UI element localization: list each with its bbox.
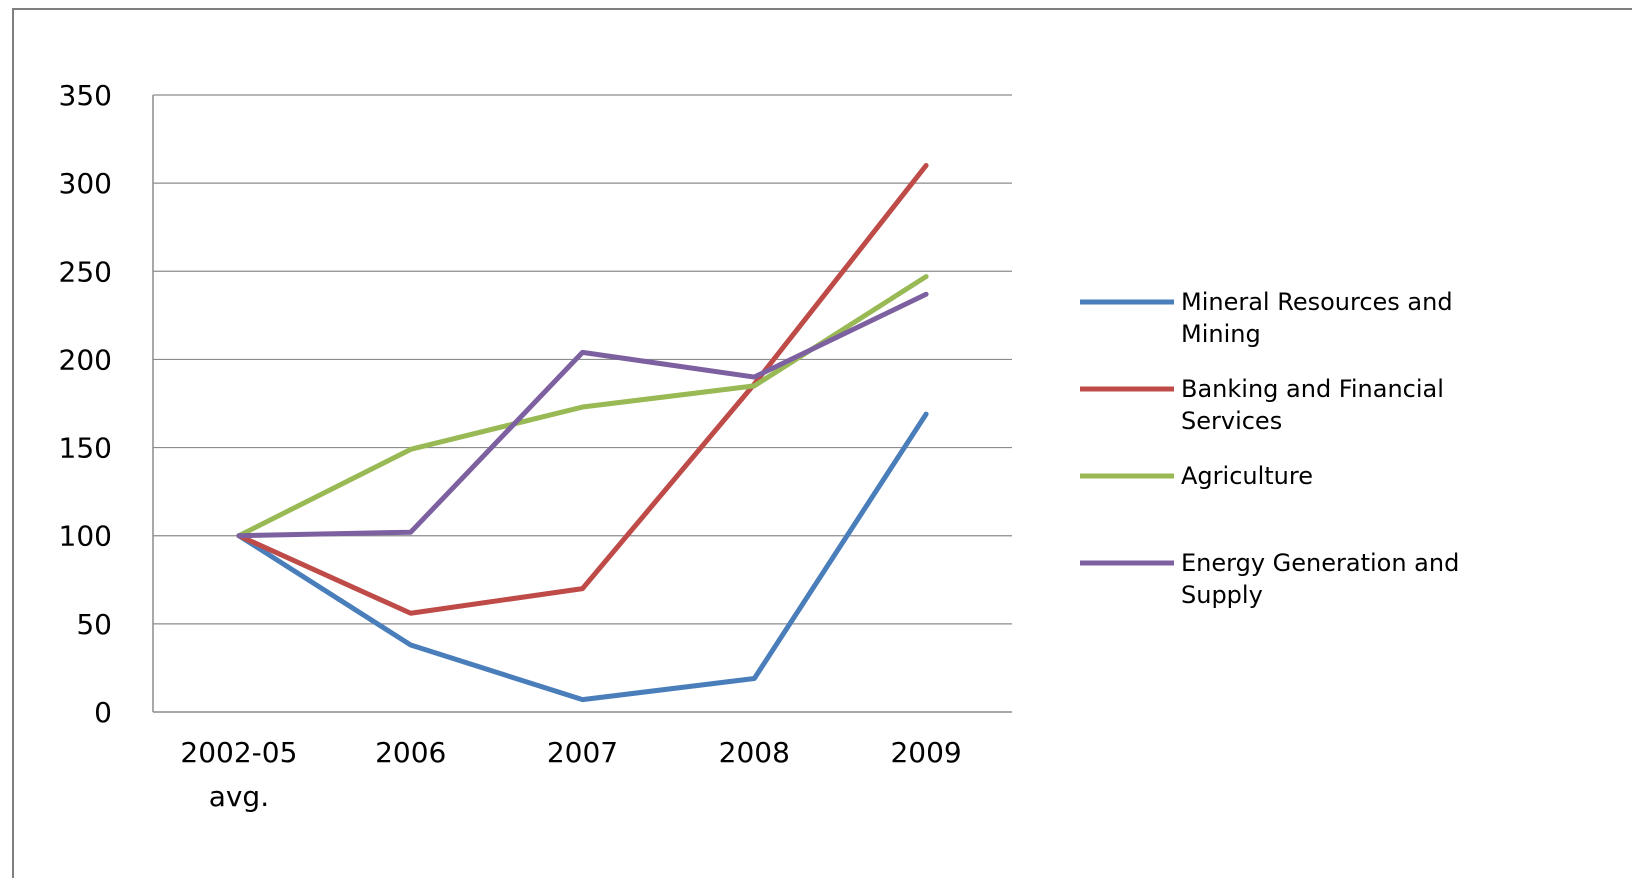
y-tick-label: 300 <box>59 167 112 200</box>
legend-label: Agriculture <box>1181 462 1313 490</box>
legend-label: Mineral Resources and Mining <box>1181 288 1453 348</box>
data-point <box>924 163 929 168</box>
data-point <box>408 447 413 452</box>
chart-frame <box>12 8 1632 878</box>
legend-label: Banking and Financial Services <box>1181 375 1444 435</box>
legend-label: Energy Generation and Supply <box>1181 549 1459 609</box>
data-point <box>408 611 413 616</box>
data-point <box>580 586 585 591</box>
series-line-0 <box>236 411 929 703</box>
y-tick-label: 100 <box>59 520 112 553</box>
data-point <box>752 676 757 681</box>
x-tick-label: 2002-05 avg. <box>180 736 297 813</box>
y-tick-label: 200 <box>59 343 112 376</box>
axes <box>152 95 1012 713</box>
y-axis-ticks: 0 50 100 150 200 250 300 350 <box>59 79 112 729</box>
data-point <box>236 533 241 538</box>
x-tick-label: 2009 <box>890 736 961 769</box>
y-tick-label: 350 <box>59 79 112 112</box>
data-point <box>924 292 929 297</box>
series-line-1 <box>236 163 929 616</box>
x-tick-label: 2006 <box>375 736 446 769</box>
data-point <box>408 643 413 648</box>
series-lines <box>236 163 929 703</box>
x-tick-label: 2008 <box>719 736 790 769</box>
legend-item: Agriculture <box>1080 462 1313 490</box>
legend-item: Energy Generation and Supply <box>1080 549 1459 609</box>
data-point <box>580 350 585 355</box>
data-point <box>580 697 585 702</box>
y-tick-label: 50 <box>76 608 112 641</box>
y-tick-label: 0 <box>94 696 112 729</box>
y-tick-label: 250 <box>59 255 112 288</box>
data-point <box>752 383 757 388</box>
data-point <box>752 375 757 380</box>
data-point <box>924 412 929 417</box>
data-point <box>924 274 929 279</box>
legend-item: Banking and Financial Services <box>1080 375 1444 435</box>
data-point <box>580 405 585 410</box>
gridlines <box>153 94 1012 625</box>
x-axis-ticks: 2002-05 avg. 2006 2007 2008 2009 <box>180 736 961 813</box>
x-tick-label: 2007 <box>547 736 618 769</box>
legend-item: Mineral Resources and Mining <box>1080 288 1453 348</box>
y-tick-label: 150 <box>59 432 112 465</box>
data-point <box>408 530 413 535</box>
legend: Mineral Resources and Mining Banking and F… <box>1080 288 1459 609</box>
series-line-3 <box>236 291 929 539</box>
